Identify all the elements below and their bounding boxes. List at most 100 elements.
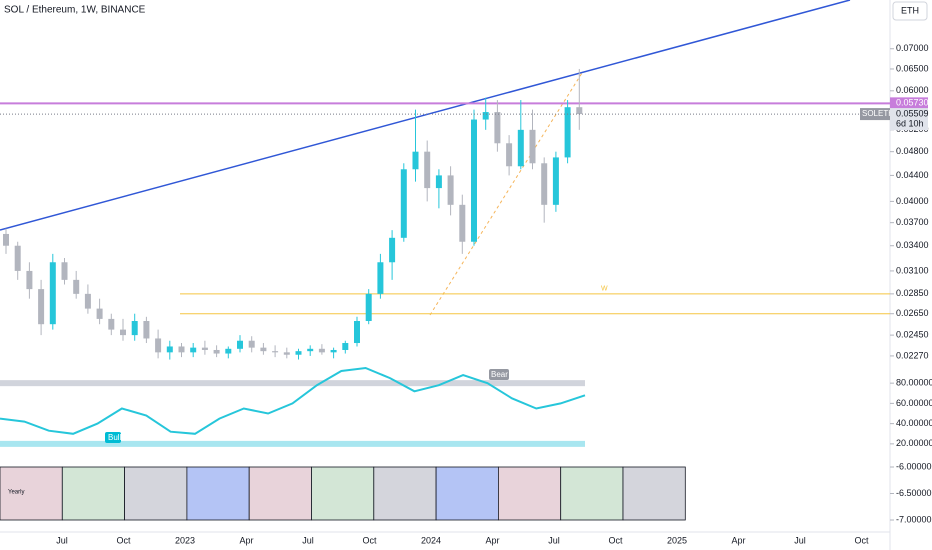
candle-body: [14, 245, 21, 271]
candle-body: [295, 351, 302, 355]
candle-body: [377, 262, 384, 294]
candle-body: [552, 157, 559, 205]
osc-tick-label: 20.00000: [896, 438, 932, 448]
candle-body: [482, 112, 489, 120]
resistance-label: 0.05730: [896, 98, 929, 108]
countdown-label: 6d 10h: [896, 118, 924, 128]
candle-body: [155, 338, 162, 353]
candle-body: [49, 262, 56, 325]
currency-label[interactable]: ETH: [901, 5, 919, 15]
season-box: [622, 466, 686, 521]
candle-body: [412, 151, 419, 170]
osc-line: [0, 366, 586, 435]
season-box: [435, 466, 499, 521]
season-box: [61, 466, 125, 521]
candle-body: [225, 348, 232, 354]
osc-tick-label: 60.00000: [896, 398, 932, 408]
candle-body: [307, 348, 314, 352]
price-tick-label: 0.04800: [896, 146, 929, 156]
candle-body: [237, 340, 243, 349]
candle-body: [447, 175, 454, 205]
candle-body: [3, 233, 9, 246]
price-tick-label: 0.04400: [896, 170, 929, 180]
candle-body: [260, 347, 267, 352]
season-box: [373, 466, 437, 521]
candle-body: [354, 321, 360, 344]
candle-body: [506, 143, 513, 167]
candle-body: [330, 349, 337, 353]
candle-body: [201, 347, 208, 350]
season-label: Yearly: [8, 490, 24, 496]
last-label: 0.05509: [896, 108, 929, 118]
candle-body: [84, 293, 91, 309]
candle-body: [459, 204, 466, 242]
price-tick-label: 0.06500: [896, 63, 929, 73]
candle-body: [272, 351, 279, 353]
price-tick-label: 0.03700: [896, 217, 929, 227]
candle-body: [564, 107, 571, 158]
candle-body: [318, 348, 325, 353]
price-tick-label: 0.02270: [896, 350, 929, 360]
season-box: [124, 466, 188, 521]
candle-body: [166, 346, 173, 353]
level-tag: W: [601, 286, 608, 293]
time-label: Oct: [608, 535, 623, 545]
time-label: Apr: [239, 535, 253, 545]
season-tick-label: -7.00000: [896, 514, 932, 524]
season-tick-label: -6.50000: [896, 488, 932, 498]
season-box: [560, 466, 624, 521]
osc-lower-band: [0, 440, 585, 447]
time-label: Apr: [485, 535, 499, 545]
time-label: Jul: [794, 535, 806, 545]
price-tick-label: 0.03100: [896, 265, 929, 275]
time-label: 2024: [421, 535, 441, 545]
candle-body: [248, 340, 255, 348]
price-tick-label: 0.02650: [896, 308, 929, 318]
symbol-badge: [860, 108, 890, 121]
price-tick-label: 0.07000: [896, 43, 929, 53]
bull-badge: [105, 432, 121, 443]
chart-title: SOL / Ethereum, 1W, BINANCE: [4, 5, 146, 16]
bear-badge: [489, 369, 509, 380]
candle-body: [435, 175, 442, 189]
candle-body: [365, 293, 372, 322]
candle-body: [576, 107, 583, 115]
candle-body: [178, 346, 185, 353]
candle-body: [424, 151, 431, 189]
candle-body: [120, 329, 126, 336]
time-label: Oct: [116, 535, 131, 545]
time-label: 2025: [667, 535, 687, 545]
time-label: Apr: [731, 535, 745, 545]
candle-body: [213, 349, 220, 354]
candle-body: [143, 321, 150, 339]
resistance-badge: [890, 97, 928, 110]
price-tick-label: 0.04000: [896, 196, 929, 206]
bear-label: Bear: [491, 370, 508, 379]
currency-button[interactable]: [892, 1, 928, 21]
candle-body: [529, 129, 536, 164]
candle-body: [131, 321, 138, 336]
candle-body: [400, 169, 407, 238]
candle-body: [517, 129, 524, 167]
time-label: Jul: [302, 535, 314, 545]
price-tick-label: 0.02850: [896, 288, 929, 298]
price-tick-label: 0.06000: [896, 85, 929, 95]
price-tick-label: 0.03400: [896, 240, 929, 250]
candle-body: [96, 308, 103, 319]
time-label: Jul: [56, 535, 68, 545]
time-label: Jul: [548, 535, 560, 545]
symbol-label: SOLETH: [862, 109, 894, 118]
candle-body: [108, 318, 115, 330]
candle-body: [541, 163, 548, 205]
candle-body: [26, 270, 33, 290]
bull-label: Bull: [108, 433, 122, 442]
candle-body: [389, 237, 396, 263]
candle-body: [494, 112, 501, 144]
season-tick-label: -6.00000: [896, 461, 932, 471]
season-box: [497, 466, 562, 521]
candle-body: [342, 343, 349, 350]
trend-line: [0, 0, 851, 231]
candle-body: [38, 289, 45, 325]
candle-body: [61, 262, 68, 280]
